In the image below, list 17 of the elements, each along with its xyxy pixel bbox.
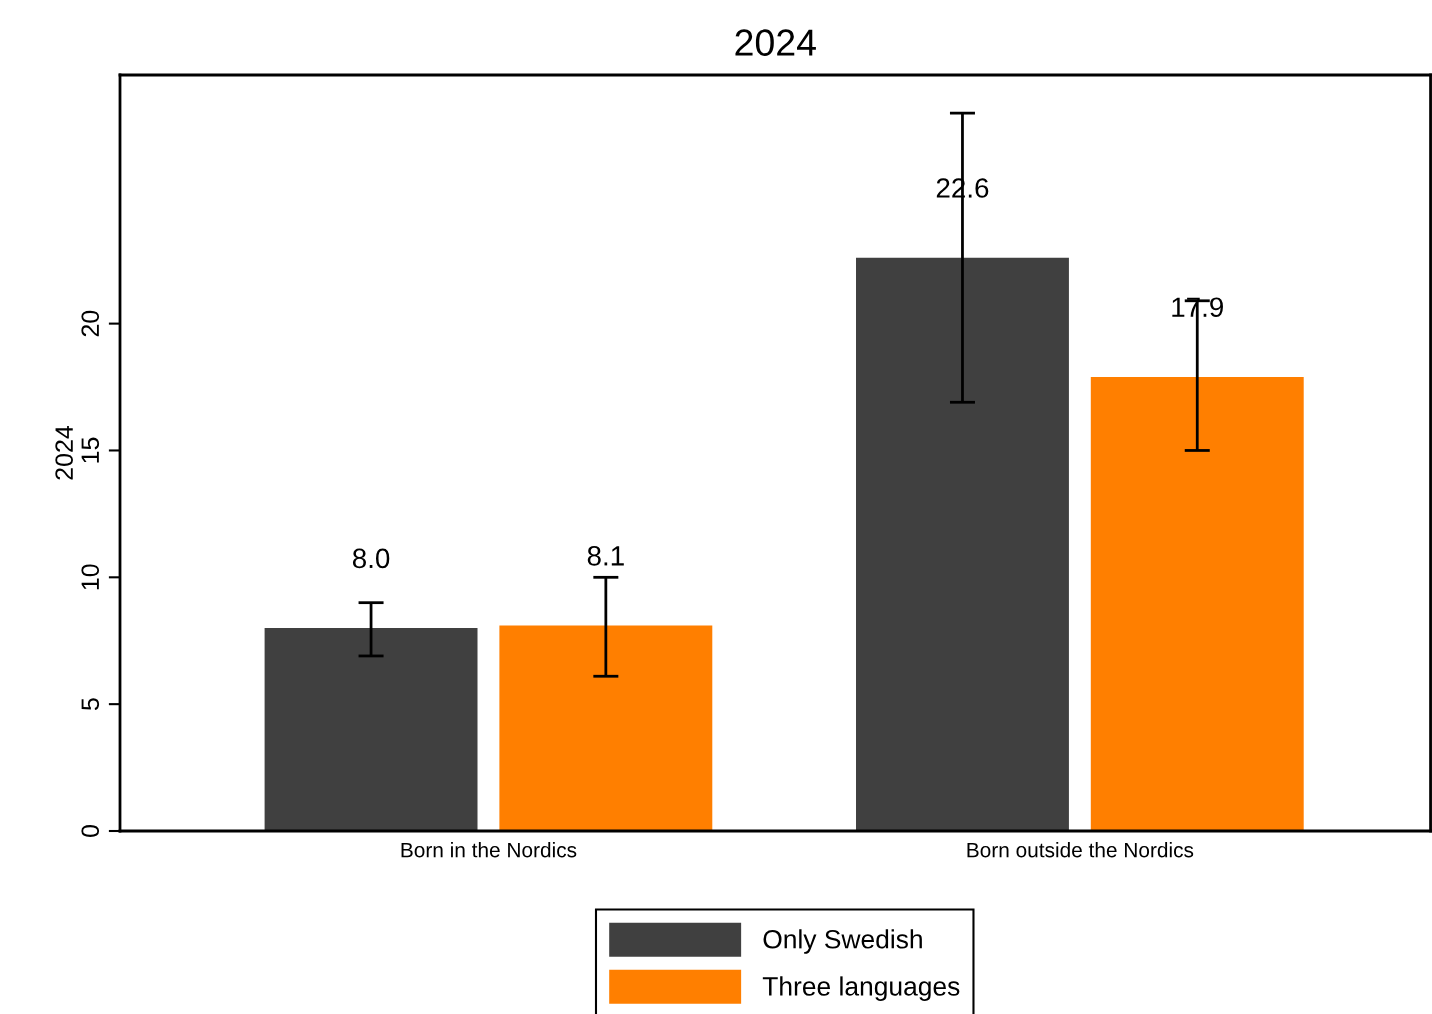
y-tick-label: 0 xyxy=(81,825,100,837)
y-tick-label: 15 xyxy=(81,437,100,463)
y-tick-label: 5 xyxy=(81,698,100,711)
data-label: 8.0 xyxy=(352,548,390,569)
y-tick-label: 10 xyxy=(81,564,100,590)
x-tick-label: Born in the Nordics xyxy=(401,842,577,858)
bar xyxy=(499,625,713,831)
chart-title: 2024 xyxy=(735,29,816,56)
y-tick-label: 20 xyxy=(81,310,100,337)
bar xyxy=(856,257,1069,831)
x-tick-label: Born outside the Nordics xyxy=(967,842,1194,858)
legend-label: Three languages xyxy=(762,976,960,1001)
bar xyxy=(264,628,478,831)
y-axis-title: 2024 xyxy=(55,425,73,480)
data-label: 8.1 xyxy=(587,546,624,566)
bar xyxy=(1090,376,1304,831)
legend-label: Only Swedish xyxy=(763,929,922,954)
